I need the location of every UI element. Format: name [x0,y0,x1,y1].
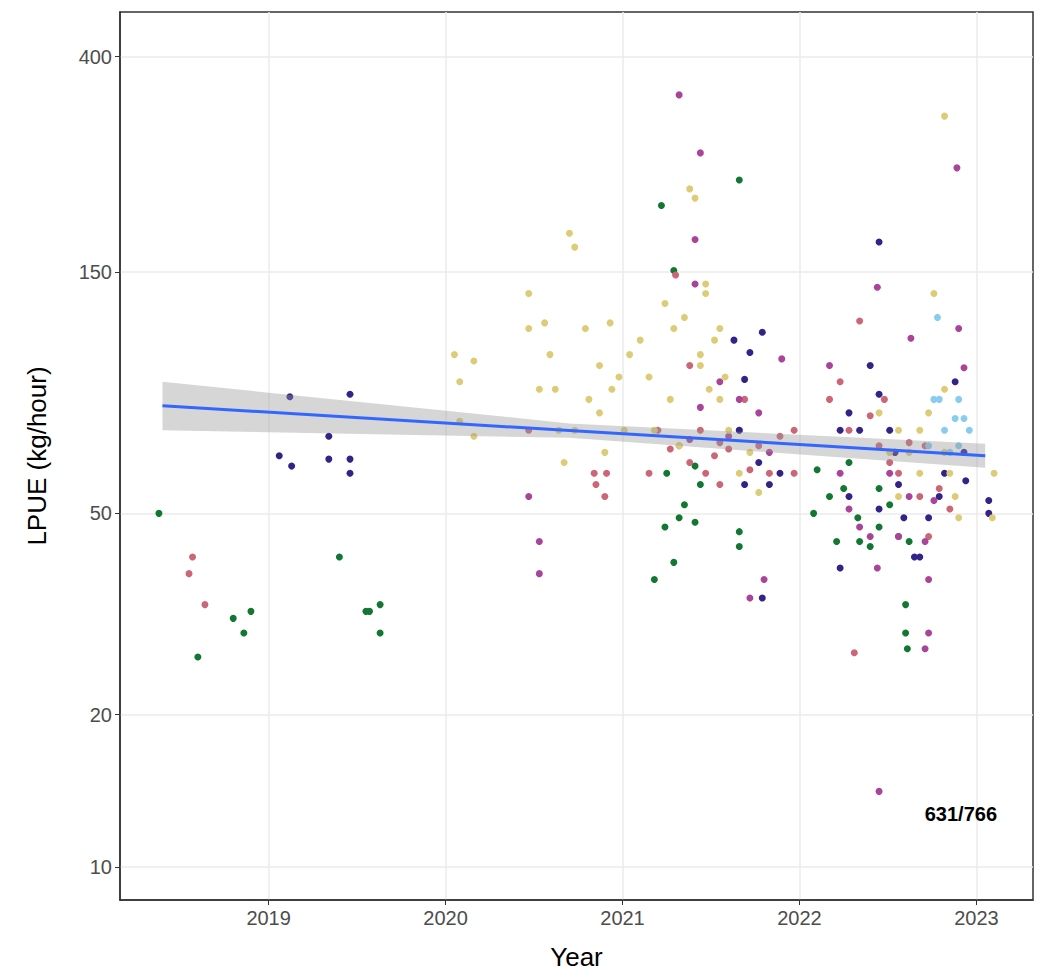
svg-text:2021: 2021 [600,907,645,929]
svg-text:50: 50 [90,502,112,524]
svg-text:400: 400 [79,46,112,68]
svg-text:2022: 2022 [777,907,822,929]
svg-text:631/766: 631/766 [925,803,997,825]
svg-text:150: 150 [79,261,112,283]
svg-text:2019: 2019 [246,907,291,929]
svg-text:2023: 2023 [954,907,999,929]
svg-text:20: 20 [90,704,112,726]
svg-text:Year: Year [550,942,603,972]
svg-text:2020: 2020 [423,907,468,929]
svg-text:10: 10 [90,856,112,878]
svg-text:LPUE (kg/hour): LPUE (kg/hour) [22,366,52,545]
